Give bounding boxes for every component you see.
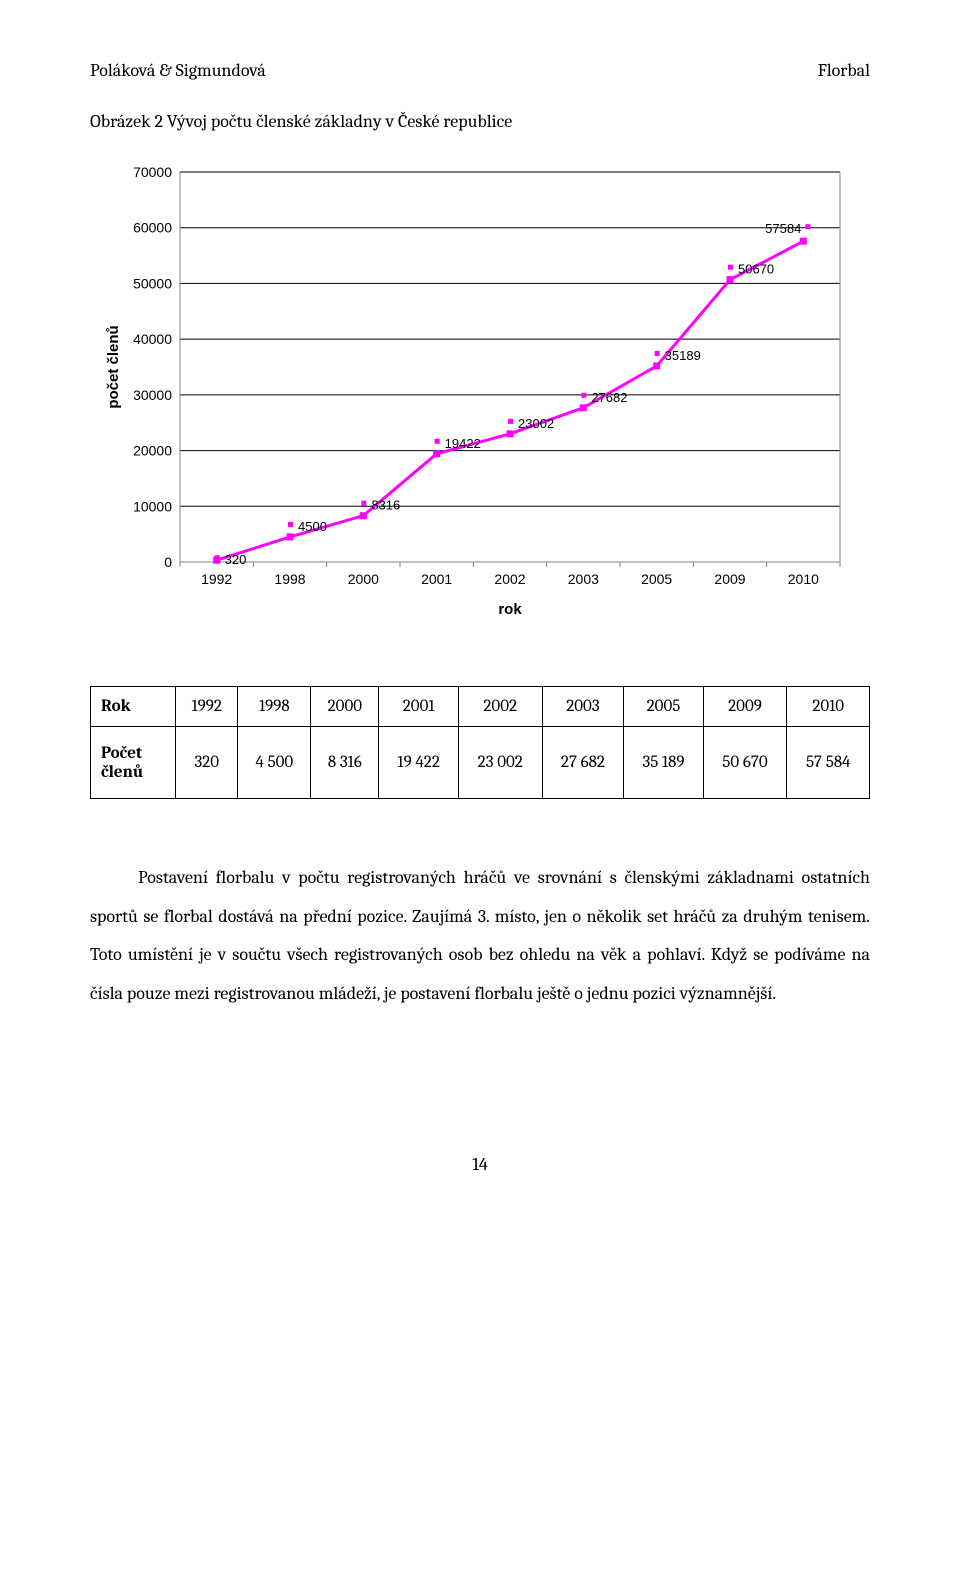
svg-text:8316: 8316 [371, 498, 400, 513]
table-cell: 57 584 [787, 727, 870, 799]
table-col: 2003 [542, 687, 624, 727]
svg-text:2000: 2000 [348, 571, 379, 587]
svg-text:19422: 19422 [445, 436, 481, 451]
svg-text:10000: 10000 [133, 498, 172, 514]
table-cell: 4 500 [238, 727, 311, 799]
page-number: 14 [90, 1154, 870, 1175]
table-cell: 50 670 [703, 727, 787, 799]
svg-text:rok: rok [498, 601, 522, 618]
svg-text:1998: 1998 [274, 571, 305, 587]
svg-text:57584: 57584 [765, 221, 801, 236]
svg-text:27682: 27682 [591, 390, 627, 405]
membership-line-chart: 0 10000 20000 30000 40000 50000 60000 70000 1992… [90, 152, 870, 636]
svg-text:2005: 2005 [641, 571, 672, 587]
table-header-row: Rok 1992 1998 2000 2001 2002 2003 2005 2… [91, 687, 870, 727]
table-cell: 23 002 [458, 727, 542, 799]
table-col: 1992 [176, 687, 238, 727]
svg-text:23002: 23002 [518, 416, 554, 431]
table-col: 2010 [787, 687, 870, 727]
svg-text:40000: 40000 [133, 331, 172, 347]
svg-text:2009: 2009 [714, 571, 745, 587]
table-col: 2000 [311, 687, 379, 727]
table-col: 1998 [238, 687, 311, 727]
svg-text:320: 320 [225, 552, 247, 567]
header-topic: Florbal [818, 60, 870, 81]
table-col: 2009 [703, 687, 787, 727]
svg-text:50000: 50000 [133, 275, 172, 291]
svg-text:2003: 2003 [568, 571, 599, 587]
table-col: 2001 [379, 687, 459, 727]
svg-text:20000: 20000 [133, 443, 172, 459]
table-row-label: Počet členů [91, 727, 176, 799]
table-col: 2005 [624, 687, 703, 727]
svg-text:1992: 1992 [201, 571, 232, 587]
svg-text:4500: 4500 [298, 519, 327, 534]
table-row: Počet členů 320 4 500 8 316 19 422 23 00… [91, 727, 870, 799]
figure-caption: Obrázek 2 Vývoj počtu členské základny v… [90, 111, 870, 132]
svg-text:2010: 2010 [788, 571, 819, 587]
svg-text:2001: 2001 [421, 571, 452, 587]
svg-text:počet členů: počet členů [105, 325, 122, 408]
body-paragraph: Postavení florbalu v počtu registrovanýc… [90, 859, 870, 1014]
svg-text:30000: 30000 [133, 387, 172, 403]
table-cell: 320 [176, 727, 238, 799]
table-cell: 19 422 [379, 727, 459, 799]
svg-text:35189: 35189 [665, 348, 701, 363]
svg-text:70000: 70000 [133, 164, 172, 180]
table-header-label: Rok [91, 687, 176, 727]
row-label-line2: členů [101, 763, 169, 782]
svg-text:50670: 50670 [738, 262, 774, 277]
svg-text:2002: 2002 [494, 571, 525, 587]
svg-text:60000: 60000 [133, 220, 172, 236]
running-header: Poláková & Sigmundová Florbal [90, 60, 870, 81]
svg-text:0: 0 [164, 554, 172, 570]
row-label-line1: Počet [101, 744, 169, 763]
header-authors: Poláková & Sigmundová [90, 60, 266, 81]
table-cell: 27 682 [542, 727, 624, 799]
table-col: 2002 [458, 687, 542, 727]
table-cell: 8 316 [311, 727, 379, 799]
table-cell: 35 189 [624, 727, 703, 799]
membership-table: Rok 1992 1998 2000 2001 2002 2003 2005 2… [90, 686, 870, 799]
